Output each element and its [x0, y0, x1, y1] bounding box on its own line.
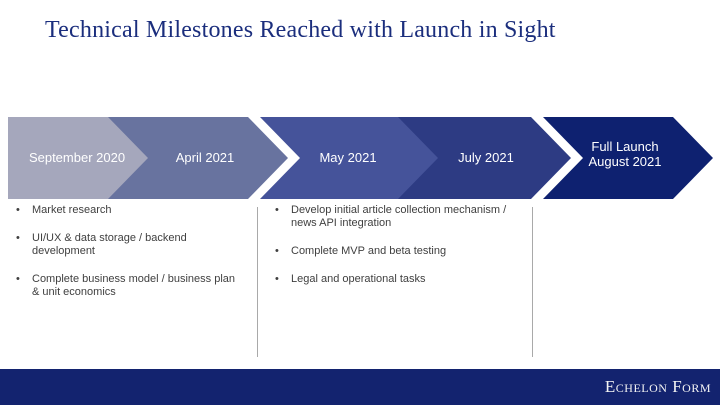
phase1-task-list: • Market research • UI/UX & data storage…: [13, 204, 245, 314]
milestone-label-july-2021: July 2021: [458, 150, 514, 165]
task-text: Develop initial article collection mecha…: [291, 204, 507, 229]
list-item: • Develop initial article collection mec…: [272, 204, 524, 230]
milestone-label-full-launch: Full Launch August 2021: [560, 139, 690, 169]
chevron-may-2021: [260, 117, 438, 199]
milestone-label-september-2020: September 2020: [28, 150, 126, 165]
task-text: Complete MVP and beta testing: [291, 245, 447, 257]
brand-logo-text: Echelon Form: [604, 377, 711, 396]
phase2-task-list: • Develop initial article collection mec…: [272, 204, 524, 301]
task-text: Market research: [32, 204, 112, 216]
task-text: UI/UX & data storage / backend developme…: [32, 232, 187, 257]
divider-line-right: [532, 207, 533, 357]
bullet-glyph: •: [275, 245, 279, 257]
footer-bar: Echelon Form: [0, 369, 720, 405]
chevron-full-launch: [543, 117, 713, 199]
milestone-label-april-2021: April 2021: [175, 150, 235, 165]
bullet-glyph: •: [16, 273, 20, 285]
milestone-label-full-launch-line1: Full Launch: [591, 139, 659, 154]
list-item: • Legal and operational tasks: [272, 273, 524, 286]
milestone-label-full-launch-line2: August 2021: [588, 154, 662, 169]
task-text: Complete business model / business plan …: [32, 273, 236, 298]
task-text: Legal and operational tasks: [291, 273, 426, 285]
bullet-glyph: •: [275, 204, 279, 216]
list-item: • Complete business model / business pla…: [13, 273, 245, 299]
divider-line-left: [257, 207, 258, 357]
bullet-glyph: •: [16, 232, 20, 244]
list-item: • Complete MVP and beta testing: [272, 245, 524, 258]
list-item: • UI/UX & data storage / backend develop…: [13, 232, 245, 258]
slide-title: Technical Milestones Reached with Launch…: [45, 17, 556, 43]
milestone-timeline: [8, 117, 713, 199]
list-item: • Market research: [13, 204, 245, 217]
chevron-september-2020: [8, 117, 148, 199]
bullet-glyph: •: [275, 273, 279, 285]
chevron-april-2021: [108, 117, 288, 199]
milestone-label-may-2021: May 2021: [319, 150, 377, 165]
bullet-glyph: •: [16, 204, 20, 216]
